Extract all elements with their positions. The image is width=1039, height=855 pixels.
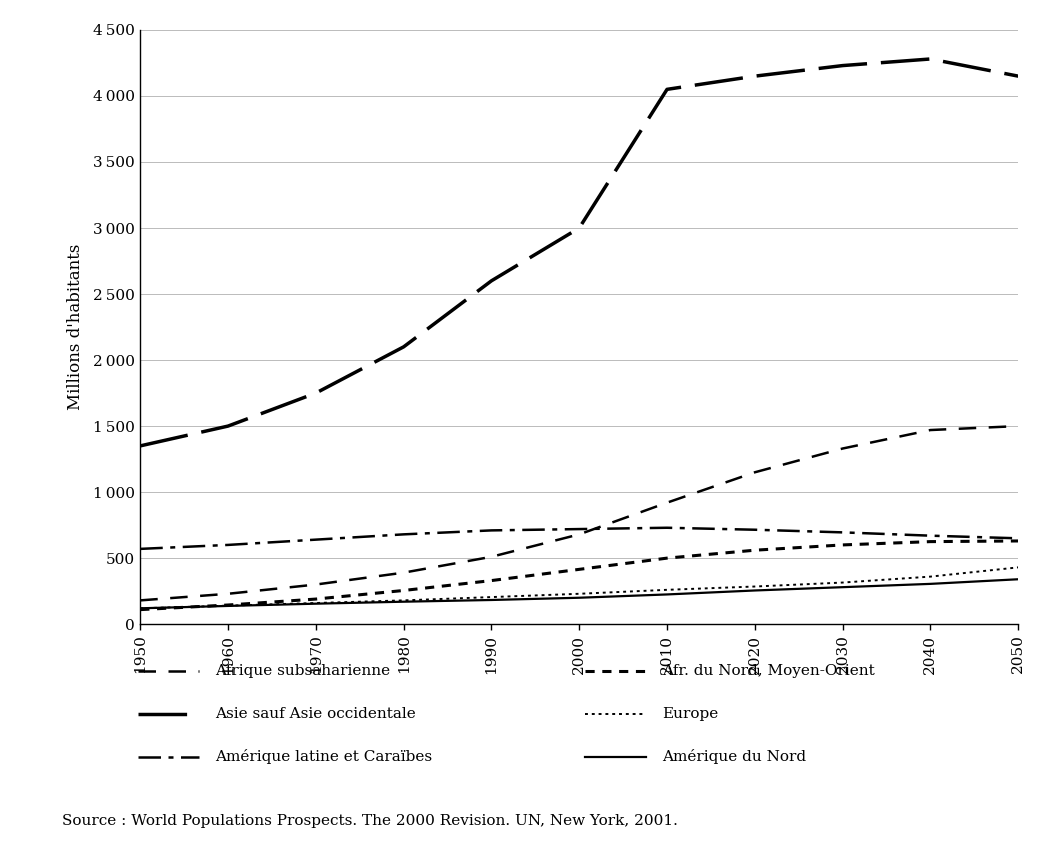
Text: Amérique du Nord: Amérique du Nord	[662, 749, 806, 764]
Y-axis label: Millions d'habitants: Millions d'habitants	[68, 244, 84, 410]
Text: Amérique latine et Caraïbes: Amérique latine et Caraïbes	[215, 749, 432, 764]
Text: Asie sauf Asie occidentale: Asie sauf Asie occidentale	[215, 707, 416, 721]
Text: Europe: Europe	[662, 707, 718, 721]
Text: Source : World Populations Prospects. The 2000 Revision. UN, New York, 2001.: Source : World Populations Prospects. Th…	[62, 814, 678, 828]
Text: Afrique subsaharienne: Afrique subsaharienne	[215, 664, 391, 678]
Text: Afr. du Nord, Moyen-Orient: Afr. du Nord, Moyen-Orient	[662, 664, 875, 678]
